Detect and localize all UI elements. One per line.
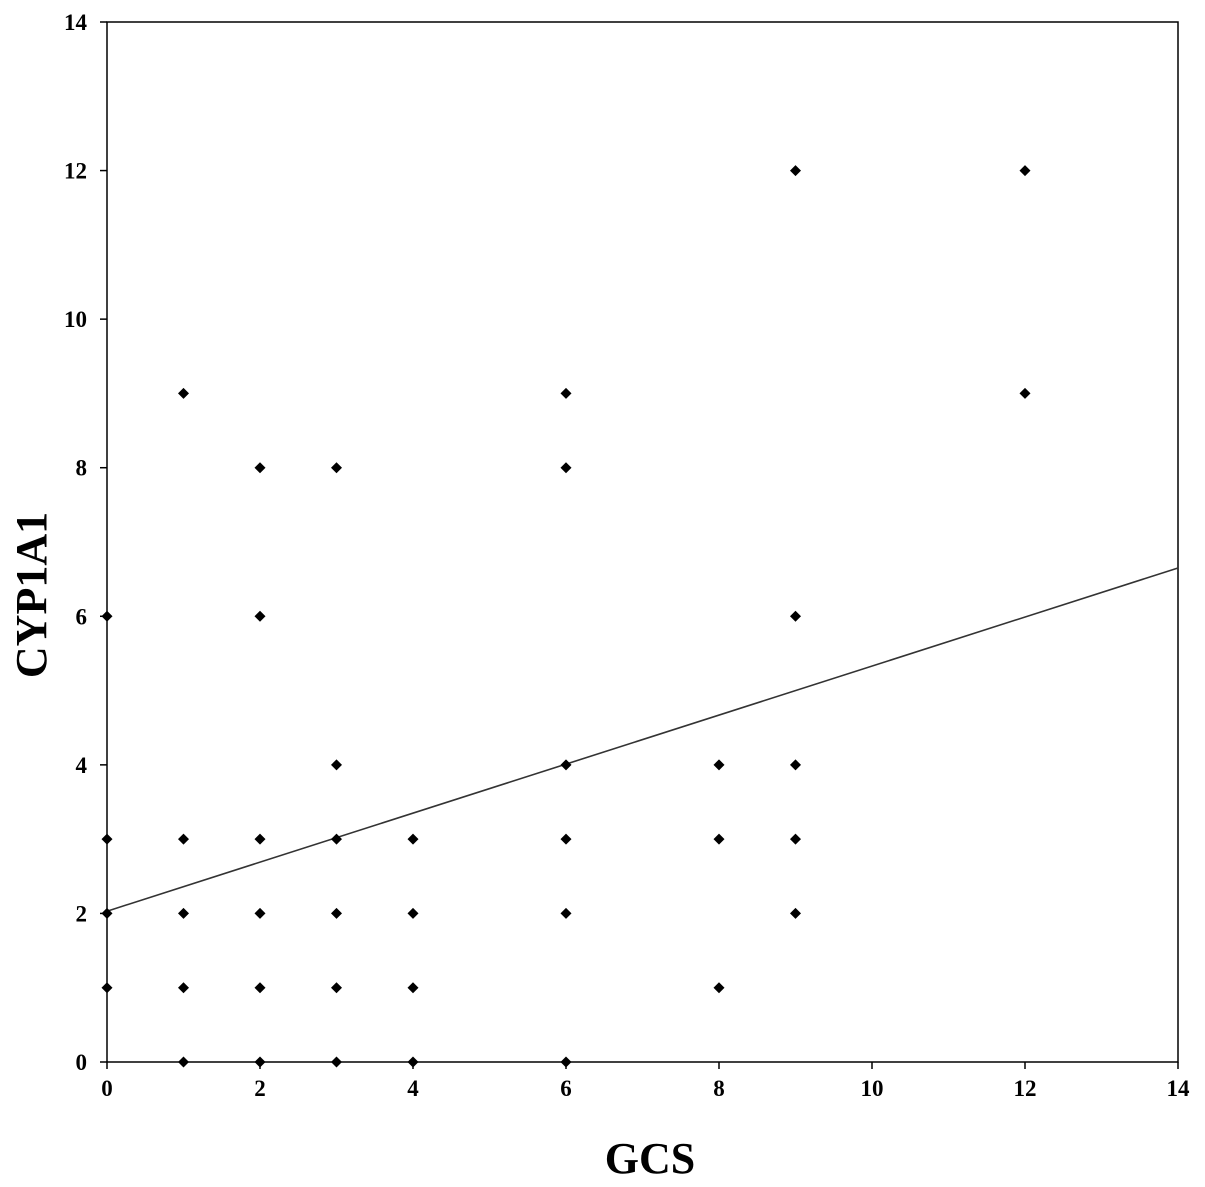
- data-point: [407, 982, 419, 994]
- data-point: [713, 982, 725, 994]
- trendline-group: [106, 567, 1179, 912]
- data-point: [331, 1056, 342, 1068]
- y-tick-label: 4: [76, 753, 88, 778]
- data-point: [101, 610, 113, 622]
- data-point: [560, 387, 572, 399]
- data-point: [178, 982, 189, 994]
- y-tick-label: 8: [76, 456, 88, 481]
- data-point: [790, 759, 801, 771]
- data-point: [790, 165, 801, 177]
- data-point: [331, 833, 342, 845]
- y-tick-label: 10: [64, 307, 87, 332]
- data-point: [407, 833, 419, 845]
- y-axis: 0 2 4 6 8 10 12 14: [64, 10, 107, 1075]
- x-tick-label: 2: [254, 1076, 266, 1101]
- x-tick-label: 8: [713, 1076, 725, 1101]
- data-point: [254, 610, 266, 622]
- data-point: [560, 462, 572, 474]
- data-point: [790, 610, 801, 622]
- data-points: [101, 165, 1031, 1068]
- x-tick-label: 0: [101, 1076, 113, 1101]
- data-point: [560, 1056, 572, 1068]
- data-point: [560, 759, 572, 771]
- trendline: [106, 567, 1179, 912]
- x-axis-title: GCS: [605, 1134, 695, 1183]
- data-point: [101, 833, 113, 845]
- data-point: [331, 462, 342, 474]
- data-point: [101, 982, 113, 994]
- data-point: [331, 982, 342, 994]
- data-point: [254, 1056, 266, 1068]
- data-point: [254, 982, 266, 994]
- y-tick-label: 2: [76, 901, 88, 926]
- data-point: [407, 1056, 419, 1068]
- y-tick-label: 0: [76, 1050, 88, 1075]
- data-point: [790, 907, 801, 919]
- data-point: [254, 462, 266, 474]
- x-tick-label: 4: [407, 1076, 419, 1101]
- data-point: [254, 833, 266, 845]
- x-tick-label: 10: [861, 1076, 884, 1101]
- data-point: [713, 833, 725, 845]
- y-axis-title: CYP1A1: [7, 512, 56, 678]
- data-point: [331, 907, 342, 919]
- data-point: [713, 759, 725, 771]
- data-point: [178, 1056, 189, 1068]
- data-point: [1019, 387, 1031, 399]
- x-tick-label: 12: [1014, 1076, 1037, 1101]
- data-point: [178, 907, 189, 919]
- data-point: [178, 387, 189, 399]
- data-point: [178, 833, 189, 845]
- y-tick-label: 12: [64, 159, 87, 184]
- data-point: [101, 907, 113, 919]
- data-point: [254, 907, 266, 919]
- x-axis: 0 2 4 6 8 10 12 14: [101, 21, 1191, 1101]
- data-point: [560, 833, 572, 845]
- x-tick-label: 14: [1167, 1076, 1191, 1101]
- plot-frame: [106, 21, 1179, 1063]
- data-point: [790, 833, 801, 845]
- data-point: [407, 907, 419, 919]
- data-point: [331, 759, 342, 771]
- y-tick-label: 6: [76, 604, 88, 629]
- y-tick-label: 14: [64, 10, 88, 35]
- data-point: [560, 907, 572, 919]
- x-tick-label: 6: [560, 1076, 572, 1101]
- data-point: [1019, 165, 1031, 177]
